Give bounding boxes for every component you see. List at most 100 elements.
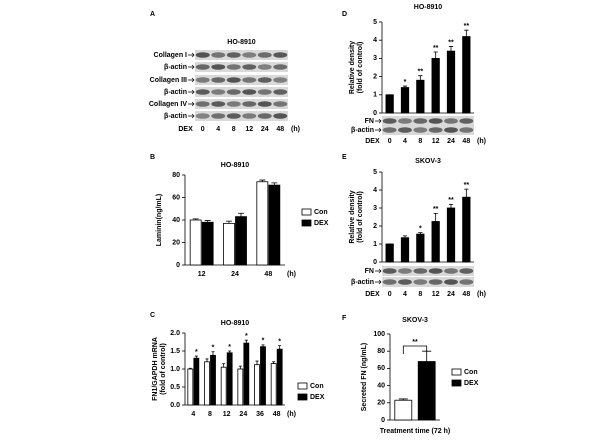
y-tick-label: 0.5 [170,384,180,391]
x-tick-label: 12 [223,411,231,418]
error-bar [433,213,438,222]
bar [243,342,250,406]
error-bar [261,344,265,347]
axes [184,333,285,406]
blot-band [226,89,241,95]
y-tick-label: 100 [373,331,385,338]
blot-band [257,52,272,58]
significance: * [404,79,407,86]
y-tick-label: 60 [377,365,385,372]
error-bar [464,29,469,37]
x-tick-label: 24 [239,411,247,418]
blot-band [257,101,272,107]
panel-title: SKOV-3 [415,158,441,165]
bar [276,348,283,406]
comparison-bracket [402,345,428,354]
x-tick-label: 48 [264,271,272,278]
bar [237,368,244,406]
panel-letter: D [342,11,347,18]
bar [268,184,281,266]
bar [270,363,277,406]
time-label: 0 [388,291,392,298]
error-bar [433,51,438,59]
legend-swatch [301,208,312,216]
y-tick-label: 4 [373,187,377,194]
row-arrow [375,279,382,285]
y-axis-label: (fold of control) [357,42,364,94]
y-tick-label: 1 [373,92,377,99]
blot-strip [195,111,288,121]
blot-band [413,268,428,274]
axes [381,22,474,114]
legend-label: DEX [464,380,479,387]
blot-band [226,113,241,119]
row-arrow [375,127,382,133]
error-bar [205,358,209,362]
x-tick-label: 48 [273,411,281,418]
treatment-label: DEX [365,291,380,298]
panel-letter: A [150,11,155,18]
blot-band [413,279,428,285]
y-tick-label: 5 [373,19,377,26]
blot-row-label: β-actin [164,89,187,96]
panel-letter: E [342,154,347,161]
significance: * [195,349,198,356]
significance: * [262,338,265,345]
bar [462,36,471,114]
y-tick-label: 2 [373,223,377,230]
blot-band [382,268,397,274]
blot-row-label: FN [365,118,374,125]
blot-band [273,101,288,107]
blot-band [459,118,474,124]
error-bar [211,351,215,356]
bar [210,354,216,406]
blot-row-label: Collagen I [154,52,188,59]
error-bar [402,85,408,88]
row-arrow [188,89,195,95]
legend-label: Con [314,209,328,216]
blot-band [211,89,226,95]
bar [220,366,227,406]
x-tick-label: 24 [231,271,239,278]
blot-band [242,113,257,119]
significance: * [245,333,248,340]
y-tick-label: 5 [373,169,377,176]
blot-strip [195,87,288,97]
blot-strip [195,75,288,85]
y-tick-label: 0.0 [170,402,180,409]
legend-label: DEX [314,220,329,227]
x-tick-label: 12 [198,271,206,278]
blot-row-label: β-actin [164,113,187,120]
error-bar [422,350,432,362]
bar [417,361,436,421]
blot-band [413,127,428,133]
error-bar [222,363,226,368]
bar [204,361,210,406]
blot-band [242,64,257,70]
bar [416,233,425,263]
blot-band [459,127,474,133]
panel-title: HO-8910 [227,39,256,46]
bar [400,87,410,114]
significance: ** [464,182,470,189]
time-label: 8 [418,291,422,298]
legend-swatch [451,379,462,387]
significance: * [212,345,215,352]
time-label: 4 [403,138,407,145]
error-bar [192,218,199,220]
time-label: 8 [232,126,236,133]
bar [431,58,440,114]
time-label: 4 [403,291,407,298]
error-bar [204,220,211,223]
panel-letter: C [150,312,155,319]
blot-band [444,279,458,285]
row-arrow [188,101,195,107]
blot-band [428,279,443,285]
error-bar [226,220,232,224]
error-bar [244,339,248,344]
panel-letter: F [342,315,347,322]
blot-band [257,89,272,95]
y-tick-label: 0 [176,262,180,269]
blot-band [459,279,474,285]
